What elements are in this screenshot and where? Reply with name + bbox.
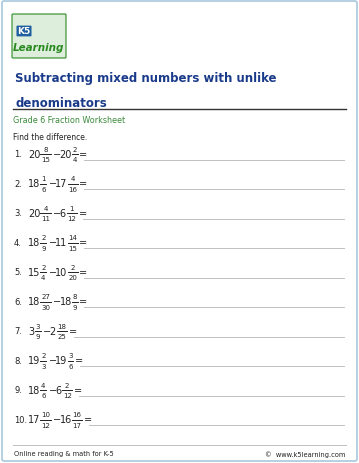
Text: 9.: 9. — [14, 386, 22, 394]
Text: 2: 2 — [65, 382, 69, 388]
Text: 6: 6 — [55, 385, 61, 395]
Text: 4: 4 — [43, 206, 48, 211]
Text: 6: 6 — [41, 186, 46, 192]
Text: 27: 27 — [41, 294, 50, 300]
Text: 17: 17 — [73, 422, 81, 428]
Text: 6.: 6. — [14, 297, 22, 307]
Text: 25: 25 — [57, 333, 66, 339]
Text: −: − — [48, 356, 57, 366]
Text: 3: 3 — [36, 323, 40, 329]
Text: Subtracting mixed numbers with unlike: Subtracting mixed numbers with unlike — [15, 72, 276, 85]
Text: 8: 8 — [73, 294, 77, 300]
Text: 16: 16 — [73, 412, 81, 418]
Text: 20: 20 — [28, 150, 40, 160]
Text: 18: 18 — [28, 297, 40, 307]
Text: =: = — [79, 150, 88, 160]
Text: −: − — [53, 297, 61, 307]
Text: 4: 4 — [41, 275, 46, 281]
Text: 2: 2 — [73, 146, 77, 152]
Text: 20: 20 — [28, 208, 40, 219]
Text: 10: 10 — [41, 412, 50, 418]
Text: =: = — [69, 326, 77, 336]
Text: 19: 19 — [55, 356, 67, 366]
Text: 1.: 1. — [14, 150, 22, 159]
Text: 8.: 8. — [14, 356, 22, 365]
Text: 3: 3 — [28, 326, 34, 336]
Text: 11: 11 — [55, 238, 67, 248]
Text: 4: 4 — [70, 176, 75, 182]
Text: −: − — [48, 238, 57, 248]
Text: 3.: 3. — [14, 209, 22, 218]
Text: 4: 4 — [73, 157, 77, 163]
Text: =: = — [84, 414, 92, 425]
Text: 2: 2 — [70, 264, 75, 270]
Text: 5.: 5. — [14, 268, 22, 277]
Text: =: = — [75, 356, 83, 366]
Text: 10: 10 — [55, 268, 67, 277]
Text: 16: 16 — [68, 186, 77, 192]
Text: 18: 18 — [60, 297, 72, 307]
Text: 18: 18 — [28, 385, 40, 395]
Text: 8: 8 — [43, 146, 48, 152]
Text: −: − — [53, 208, 61, 219]
Text: K5: K5 — [17, 27, 31, 37]
Text: −: − — [48, 385, 57, 395]
Text: 3: 3 — [68, 352, 73, 358]
Text: Online reading & math for K-5: Online reading & math for K-5 — [14, 450, 114, 456]
Text: 7.: 7. — [14, 327, 22, 336]
Text: 3: 3 — [41, 363, 46, 369]
Text: 15: 15 — [68, 245, 77, 251]
Text: 1: 1 — [69, 206, 74, 211]
Text: =: = — [79, 297, 88, 307]
Text: −: − — [48, 268, 57, 277]
Text: 9: 9 — [36, 333, 40, 339]
Text: 9: 9 — [41, 245, 46, 251]
Text: 12: 12 — [67, 216, 76, 222]
Text: 18: 18 — [28, 238, 40, 248]
Text: 2: 2 — [41, 264, 46, 270]
Text: 18: 18 — [57, 323, 66, 329]
Text: =: = — [79, 179, 88, 189]
Text: 20: 20 — [60, 150, 72, 160]
Text: −: − — [53, 150, 61, 160]
Text: 4.: 4. — [14, 238, 22, 247]
Text: denominators: denominators — [15, 97, 107, 110]
Text: 10.: 10. — [14, 415, 27, 424]
Text: 18: 18 — [28, 179, 40, 189]
Text: 6: 6 — [41, 392, 46, 398]
Text: =: = — [79, 208, 87, 219]
Text: −: − — [48, 179, 57, 189]
Text: 2: 2 — [41, 235, 46, 241]
Text: 17: 17 — [28, 414, 40, 425]
Text: 1: 1 — [41, 176, 46, 182]
Text: 12: 12 — [63, 392, 71, 398]
Text: 19: 19 — [28, 356, 40, 366]
Text: ©  www.k5learning.com: © www.k5learning.com — [265, 450, 345, 457]
FancyBboxPatch shape — [12, 15, 66, 59]
Text: Find the difference.: Find the difference. — [13, 133, 87, 142]
Text: =: = — [79, 238, 88, 248]
Text: 6: 6 — [60, 208, 66, 219]
Text: −: − — [43, 326, 51, 336]
Text: 9: 9 — [73, 304, 77, 310]
Text: 12: 12 — [41, 422, 50, 428]
Text: 16: 16 — [60, 414, 72, 425]
Text: Grade 6 Fraction Worksheet: Grade 6 Fraction Worksheet — [13, 116, 125, 125]
Text: 30: 30 — [41, 304, 50, 310]
Text: =: = — [74, 385, 82, 395]
Text: 4: 4 — [41, 382, 46, 388]
Text: 2: 2 — [50, 326, 56, 336]
Text: 6: 6 — [68, 363, 73, 369]
Text: 15: 15 — [28, 268, 40, 277]
Text: Learning: Learning — [13, 43, 64, 53]
Text: 2.: 2. — [14, 180, 22, 188]
Text: 2: 2 — [41, 352, 46, 358]
Text: 17: 17 — [55, 179, 67, 189]
Text: 11: 11 — [41, 216, 50, 222]
Text: =: = — [79, 268, 88, 277]
Text: 14: 14 — [68, 235, 77, 241]
Text: 20: 20 — [68, 275, 77, 281]
Text: −: − — [53, 414, 61, 425]
Text: 15: 15 — [41, 157, 50, 163]
